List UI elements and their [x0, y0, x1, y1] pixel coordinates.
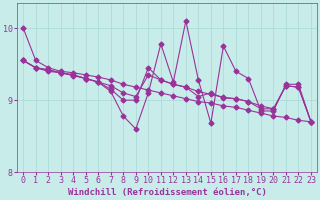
X-axis label: Windchill (Refroidissement éolien,°C): Windchill (Refroidissement éolien,°C) — [68, 188, 267, 197]
